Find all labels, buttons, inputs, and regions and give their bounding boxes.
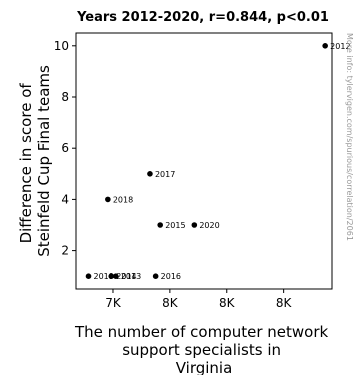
y-tick-label: 6 xyxy=(61,141,69,155)
watermark-text: More info: tylervigen.com/spurious/corre… xyxy=(345,33,354,241)
x-tick-label: 8K xyxy=(219,296,236,310)
data-point-2015 xyxy=(157,222,163,228)
plot-area xyxy=(75,32,333,290)
data-point-2014 xyxy=(108,273,115,280)
y-axis: 2 4 6 8 10 xyxy=(54,39,76,258)
y-axis-label-line-2: Steinfeld Cup Final teams xyxy=(35,65,53,257)
chart-title: Years 2012-2020, r=0.844, p<0.01 xyxy=(76,10,329,25)
data-label-2017: 2017 xyxy=(155,170,175,179)
data-point-2019 xyxy=(85,273,92,280)
data-label-2019: 2019 xyxy=(94,272,114,281)
data-label-2016: 2016 xyxy=(161,272,181,281)
y-tick-label: 2 xyxy=(61,244,69,258)
y-tick-label: 10 xyxy=(54,39,69,53)
x-axis: 7K 8K 8K 8K xyxy=(105,289,293,310)
data-point-2013 xyxy=(113,273,119,280)
data-label-2015: 2015 xyxy=(165,221,185,230)
x-axis-label-line-1: The number of computer network xyxy=(74,323,329,341)
x-axis-label-line-3: Virginia xyxy=(176,359,233,375)
x-axis-label: The number of computer network support s… xyxy=(74,323,333,375)
x-axis-label-line-2: support specialists in xyxy=(122,341,281,359)
y-axis-label: Difference in score of Steinfeld Cup Fin… xyxy=(17,65,53,257)
data-label-2012: 2012 xyxy=(330,42,350,51)
data-point-2016 xyxy=(152,273,159,280)
y-tick-label: 8 xyxy=(61,90,69,104)
data-label-2018: 2018 xyxy=(113,195,133,204)
data-point-2012 xyxy=(322,43,328,49)
data-label-2020: 2020 xyxy=(199,221,219,230)
data-label-2014: 2014 xyxy=(116,272,136,281)
x-tick-label: 8K xyxy=(276,296,293,310)
y-tick-label: 4 xyxy=(61,192,69,206)
data-label-2013: 2013 xyxy=(121,272,141,281)
x-tick-label: 7K xyxy=(105,296,122,310)
y-axis-label-line-1: Difference in score of xyxy=(17,83,35,244)
data-point-2018 xyxy=(105,196,111,203)
x-tick-label: 8K xyxy=(162,296,179,310)
data-point-2020 xyxy=(191,222,198,228)
data-point-2017 xyxy=(147,171,153,177)
